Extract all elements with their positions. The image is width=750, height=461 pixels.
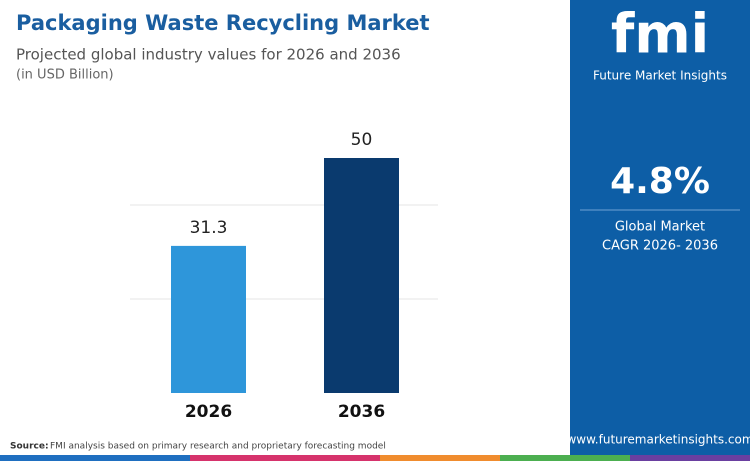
- x-tick-label: 2026: [185, 402, 232, 422]
- chart-title: Packaging Waste Recycling Market: [16, 11, 430, 35]
- x-tick-label: 2036: [338, 402, 385, 422]
- chart-subtitle: Projected global industry values for 202…: [16, 46, 401, 64]
- strip: [190, 455, 380, 461]
- strip: [0, 455, 190, 461]
- source-text: FMI analysis based on primary research a…: [50, 442, 386, 452]
- source-label: Source:: [10, 442, 49, 452]
- bar: [324, 158, 399, 393]
- unit-note: (in USD Billion): [16, 68, 114, 83]
- value-label: 50: [351, 130, 373, 150]
- cagr-value: 4.8%: [610, 161, 710, 202]
- strip: [630, 455, 750, 461]
- cagr-label: CAGR 2026- 2036: [602, 239, 718, 254]
- value-label: 31.3: [190, 218, 228, 238]
- logo: fmi: [611, 3, 709, 66]
- website: www.futuremarketinsights.com: [566, 433, 750, 447]
- sidebar: [570, 0, 750, 461]
- brand: Future Market Insights: [593, 69, 727, 83]
- cagr-label: Global Market: [615, 220, 705, 235]
- strip: [380, 455, 500, 461]
- bar: [171, 245, 246, 393]
- strip: [500, 455, 630, 461]
